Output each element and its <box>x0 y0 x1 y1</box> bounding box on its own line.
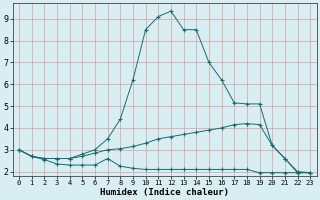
X-axis label: Humidex (Indice chaleur): Humidex (Indice chaleur) <box>100 188 229 197</box>
